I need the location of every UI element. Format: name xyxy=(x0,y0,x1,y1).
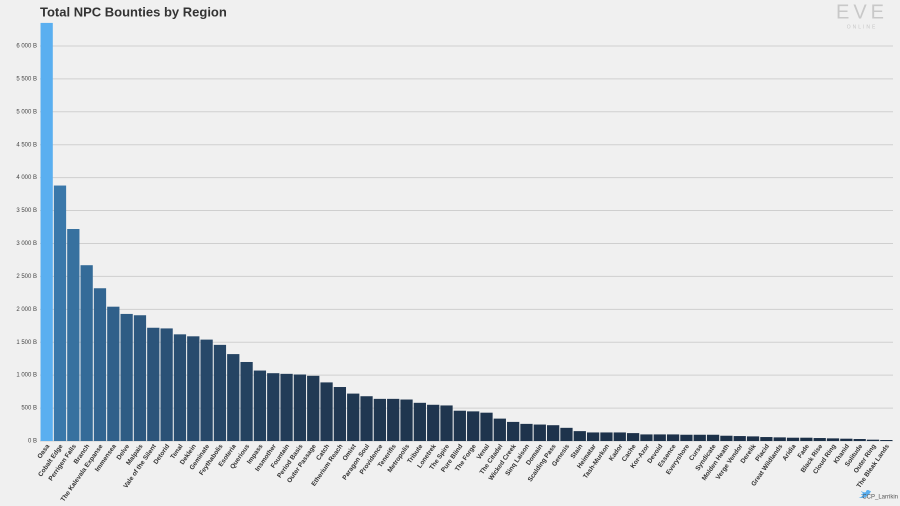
bar xyxy=(67,228,80,441)
bar xyxy=(80,265,93,441)
bar xyxy=(467,411,480,441)
bar xyxy=(413,402,426,441)
bar xyxy=(746,436,760,441)
y-tick-label: 1 000 B xyxy=(16,373,37,379)
credit: CCP_Larrikin xyxy=(862,495,898,501)
bar xyxy=(147,327,160,441)
bar xyxy=(733,436,746,441)
y-tick-label: 4 000 B xyxy=(16,175,37,181)
bar xyxy=(786,437,800,441)
logo: EVE xyxy=(836,1,888,23)
bar xyxy=(853,439,866,441)
bar xyxy=(93,288,107,441)
bar xyxy=(173,334,187,441)
bar xyxy=(547,425,560,441)
bar xyxy=(120,313,133,441)
bar xyxy=(240,361,253,441)
bar xyxy=(307,375,320,441)
bar xyxy=(133,315,147,441)
bar xyxy=(440,405,453,441)
bar xyxy=(213,344,227,441)
bar xyxy=(400,399,413,441)
bar xyxy=(493,418,506,441)
bar xyxy=(720,435,733,441)
bar xyxy=(53,185,67,441)
bar xyxy=(600,432,613,441)
bar xyxy=(760,437,773,441)
chart-title: Total NPC Bounties by Region xyxy=(40,4,227,19)
bar xyxy=(453,410,466,441)
bar xyxy=(480,412,493,441)
bar xyxy=(227,354,240,441)
bar xyxy=(280,373,293,441)
bar xyxy=(333,387,347,441)
bar xyxy=(680,434,693,441)
bar xyxy=(267,373,280,441)
bar xyxy=(507,421,520,441)
bar xyxy=(187,336,200,441)
bar xyxy=(666,434,680,441)
bar xyxy=(427,404,440,441)
y-tick-label: 3 000 B xyxy=(16,241,37,247)
bar xyxy=(387,398,400,441)
y-tick-label: 5 500 B xyxy=(16,76,37,82)
bar xyxy=(800,437,813,441)
bar xyxy=(773,437,786,441)
bar xyxy=(253,370,267,441)
bar xyxy=(693,434,706,441)
bar xyxy=(866,439,880,441)
bar xyxy=(347,393,360,441)
bar xyxy=(813,438,826,441)
bar xyxy=(40,22,53,441)
y-tick-label: 6 000 B xyxy=(16,44,37,50)
bar xyxy=(560,427,573,441)
bar xyxy=(360,396,373,441)
bar xyxy=(573,431,586,441)
bar xyxy=(293,374,307,441)
bar xyxy=(200,339,213,441)
bar xyxy=(826,438,840,441)
bar xyxy=(320,382,333,441)
y-tick-label: 4 500 B xyxy=(16,142,37,148)
logo-sub: ONLINE xyxy=(847,24,878,30)
y-tick-label: 0 B xyxy=(28,439,37,445)
bar xyxy=(586,432,600,441)
bar xyxy=(520,423,533,441)
y-tick-label: 5 000 B xyxy=(16,109,37,115)
bar xyxy=(533,424,546,441)
bar xyxy=(626,433,640,441)
bar xyxy=(160,328,173,441)
bar xyxy=(107,306,120,441)
bar xyxy=(706,434,720,441)
y-tick-label: 1 500 B xyxy=(16,340,37,346)
y-tick-label: 500 B xyxy=(21,406,37,412)
bar xyxy=(880,440,893,441)
bar xyxy=(613,432,626,441)
y-tick-label: 2 500 B xyxy=(16,274,37,280)
bar xyxy=(840,438,853,441)
bar xyxy=(373,398,386,441)
y-tick-label: 2 000 B xyxy=(16,307,37,313)
bar xyxy=(653,434,666,441)
y-tick-label: 3 500 B xyxy=(16,208,37,214)
bar xyxy=(640,434,653,441)
bird-icon xyxy=(858,490,871,498)
